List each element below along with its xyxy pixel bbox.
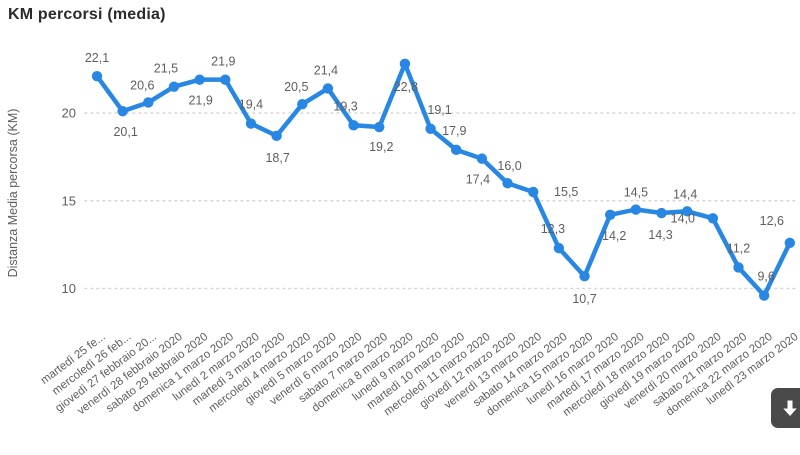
data-label: 10,7 (572, 292, 596, 306)
data-label: 16,0 (497, 159, 521, 173)
data-point[interactable] (168, 81, 180, 92)
data-point[interactable] (297, 99, 308, 110)
y-axis-tick-label: 20 (62, 106, 76, 121)
data-point[interactable] (220, 74, 231, 85)
data-label: 19,2 (369, 140, 393, 154)
data-point[interactable] (784, 237, 796, 249)
data-point[interactable] (91, 70, 103, 82)
data-label: 11,2 (727, 241, 750, 255)
data-label: 21,5 (154, 62, 178, 76)
data-label: 21,9 (211, 55, 235, 69)
line-series (94, 61, 793, 298)
data-point[interactable] (143, 97, 154, 108)
data-label: 12,6 (760, 214, 784, 228)
arrow-down-icon (783, 400, 797, 416)
data-point[interactable] (271, 130, 282, 142)
data-label: 22,1 (85, 51, 109, 65)
data-label: 22,8 (394, 80, 418, 94)
data-point[interactable] (553, 242, 565, 254)
data-point[interactable] (348, 120, 359, 131)
data-point[interactable] (656, 207, 667, 219)
data-point[interactable] (528, 186, 539, 198)
data-label: 17,9 (442, 124, 466, 138)
data-label: 19,4 (239, 98, 263, 112)
data-point[interactable] (399, 58, 411, 70)
y-axis-tick-label: 10 (62, 281, 76, 296)
data-label: 14,0 (671, 211, 695, 225)
data-point[interactable] (502, 178, 513, 189)
data-point[interactable] (322, 83, 334, 94)
scroll-down-button[interactable] (771, 388, 800, 428)
data-label: 19,3 (333, 99, 357, 113)
data-label: 20,5 (284, 80, 308, 94)
data-point[interactable] (758, 290, 770, 301)
chart-title: KM percorsi (media) (8, 6, 166, 23)
data-label: 21,9 (188, 94, 212, 108)
data-label: 21,4 (314, 63, 338, 77)
data-point[interactable] (451, 144, 462, 156)
data-point[interactable] (194, 74, 205, 85)
data-label: 12,3 (541, 222, 565, 236)
data-point[interactable] (630, 204, 642, 215)
data-point[interactable] (374, 121, 385, 133)
y-axis-tick-label: 15 (62, 193, 76, 208)
data-point[interactable] (579, 271, 590, 282)
data-point[interactable] (733, 262, 744, 273)
data-label: 20,1 (113, 125, 137, 139)
data-label: 18,7 (265, 151, 289, 165)
data-point[interactable] (245, 118, 257, 129)
data-point[interactable] (605, 209, 616, 220)
data-label: 17,4 (466, 173, 490, 187)
data-point[interactable] (707, 213, 719, 224)
data-label: 14,3 (648, 228, 672, 242)
data-label: 19,1 (427, 103, 451, 117)
data-label: 14,5 (624, 186, 648, 200)
data-point[interactable] (476, 153, 488, 164)
data-label: 14,4 (673, 187, 697, 201)
data-point[interactable] (425, 123, 436, 134)
data-label: 20,6 (130, 78, 154, 92)
data-point[interactable] (681, 206, 693, 217)
data-point[interactable] (117, 106, 128, 117)
data-label: 14,2 (602, 229, 626, 243)
data-label: 15,5 (554, 185, 578, 199)
data-label: 9,6 (757, 270, 774, 284)
